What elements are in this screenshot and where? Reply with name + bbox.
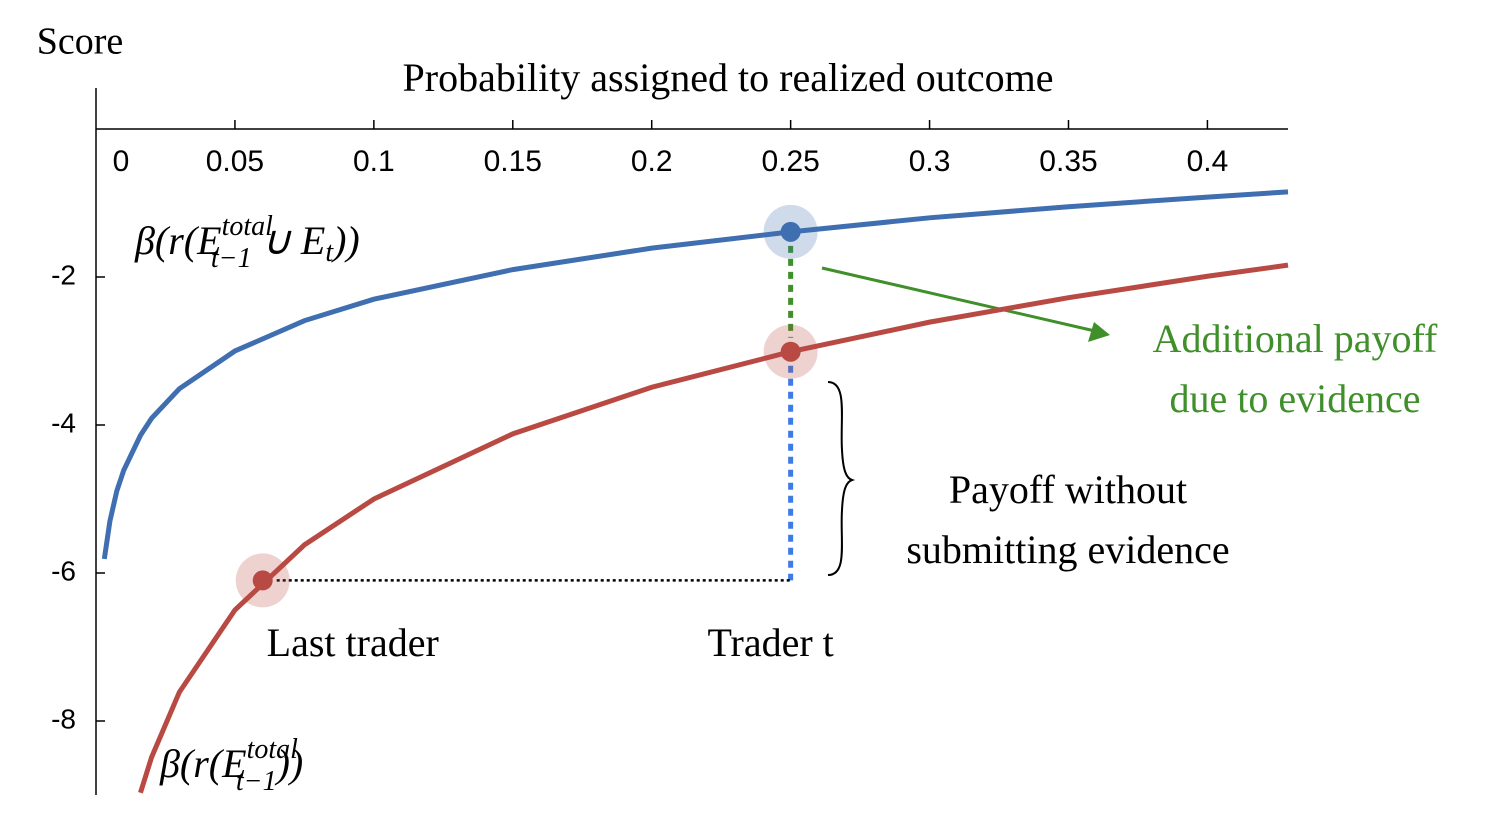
curve-label-part: β(r(E [134,218,222,263]
x-tick-label: 0 [113,145,130,178]
x-tick-label: 0.1 [353,145,395,178]
arrow-line [821,266,1096,333]
marker-label: Trader t [707,620,833,665]
curve-label-part: ∪ E [252,218,326,263]
y-tick-label: -8 [51,703,76,734]
x-tick-label: 0.15 [484,145,542,178]
curve-label: β(r(Etotal t−1)) [159,734,303,797]
curve-label-part: t−1 [236,766,277,797]
x-tick-label: 0.05 [206,145,264,178]
curve [138,262,1289,794]
arrow-head [1088,322,1110,342]
marker-label: Last trader [267,620,439,665]
curve-label-part: )) [331,218,360,263]
marker [780,221,801,242]
x-tick-label: 0.3 [909,145,951,178]
x-tick-label: 0.2 [631,145,673,178]
curve-label-part: β(r(E [159,741,247,786]
curve-label-part: t−1 [211,243,252,274]
marker [252,570,273,591]
marker [780,341,801,362]
curve-label-part: t [325,237,334,268]
y-axis-title: Score [37,21,124,63]
y-tick-label: -2 [51,259,76,290]
annotation: Additional payoff [1153,316,1438,361]
annotation: submitting evidence [906,527,1229,572]
curve-label-part: total [247,734,299,765]
curve-label: β(r(Etotal t−1 ∪ Et)) [134,211,360,274]
curve-label-part: )) [275,741,304,786]
annotation: Payoff without [949,467,1187,512]
brace [827,381,856,576]
x-axis-title: Probability assigned to realized outcome [403,55,1054,100]
x-tick-label: 0.35 [1039,145,1097,178]
curve-label-part: total [222,211,274,242]
y-tick-label: -6 [51,555,76,586]
annotation: due to evidence [1170,376,1421,421]
x-tick-label: 0.25 [761,145,819,178]
curve [101,189,1289,560]
x-tick-label: 0.4 [1187,145,1229,178]
y-tick-label: -4 [51,407,76,438]
